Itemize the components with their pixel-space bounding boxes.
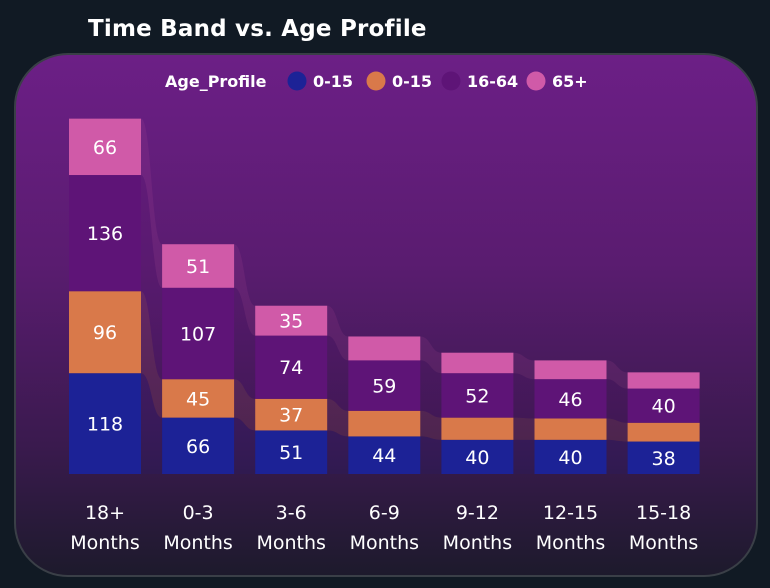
x-tick-label: 15-18 Months <box>629 502 698 554</box>
bar-segment <box>534 360 607 380</box>
bar-segment <box>162 379 235 418</box>
ribbon <box>234 379 256 431</box>
x-tick-label: 3-6 Months <box>256 502 325 554</box>
legend-label: 16-64 <box>467 72 518 91</box>
ribbon <box>234 287 256 399</box>
data-label: 118 <box>87 414 123 436</box>
ribbon <box>141 175 163 380</box>
x-tick-label: 9-12 Months <box>443 502 512 554</box>
bar-segment <box>441 417 514 440</box>
ribbon <box>420 410 442 440</box>
legend-swatch <box>441 71 461 91</box>
data-label: 96 <box>93 322 117 344</box>
ribbon <box>420 336 442 374</box>
x-axis-labels: 18+ Months 0-3 Months 3-6 Months 6-9 Months 9-12… <box>70 502 698 554</box>
ribbon <box>606 439 628 474</box>
bar-segment <box>348 336 421 361</box>
data-label: 66 <box>93 137 117 159</box>
data-label: 59 <box>372 376 396 398</box>
ribbon <box>141 373 163 474</box>
chart-title: Time Band vs. Age Profile <box>88 16 427 42</box>
bar-segment <box>162 244 235 288</box>
data-label: 46 <box>558 389 582 411</box>
ribbon <box>327 335 349 411</box>
bar-segment <box>627 388 700 423</box>
legend-swatch <box>366 71 386 91</box>
bar-segment <box>162 287 235 380</box>
legend-label: 0-15 <box>392 72 432 91</box>
bar-segment <box>627 422 700 442</box>
legend: Age_Profile 0-15 0-15 16-64 65+ <box>165 71 588 91</box>
data-label: 35 <box>279 311 303 333</box>
bars <box>69 118 700 474</box>
bar-segment <box>69 118 141 176</box>
bar-segment <box>255 305 328 336</box>
bar-segment <box>627 441 700 474</box>
legend-label: 65+ <box>552 72 588 91</box>
x-tick-label: 12-15 Months <box>536 502 605 554</box>
bar-segment <box>69 175 141 292</box>
bar-segment <box>69 373 141 474</box>
bar-segment <box>255 430 328 474</box>
bar-segment <box>534 379 607 419</box>
data-label: 45 <box>186 388 210 410</box>
data-label: 40 <box>465 447 489 469</box>
bar-segment <box>348 436 421 474</box>
ribbon <box>234 417 256 474</box>
bar-segment <box>441 352 514 374</box>
ribbon <box>606 418 628 442</box>
data-label: 44 <box>372 445 396 467</box>
ribbon <box>141 118 163 288</box>
ribbon <box>327 430 349 474</box>
ribbon <box>513 352 535 380</box>
segment-labels: 118 96 136 66 66 45 107 51 51 37 74 35 44 59 40 52 40 46 3… <box>87 137 676 470</box>
legend-swatch <box>287 71 307 91</box>
bar-segment <box>69 291 141 374</box>
bar-segment <box>441 439 514 474</box>
bar-segment <box>255 398 328 431</box>
data-label: 40 <box>558 447 582 469</box>
ribbon <box>327 305 349 361</box>
ribbon <box>420 360 442 418</box>
bar-segment <box>534 439 607 474</box>
bar-segment <box>255 335 328 399</box>
bar-segment <box>162 417 235 474</box>
data-label: 37 <box>279 405 303 427</box>
ribbon <box>420 436 442 474</box>
ribbon <box>513 439 535 474</box>
bar-segment <box>348 410 421 437</box>
data-label: 74 <box>279 357 303 379</box>
ribbon <box>141 291 163 418</box>
x-tick-label: 6-9 Months <box>350 502 419 554</box>
data-label: 38 <box>652 448 676 470</box>
legend-label: 0-15 <box>313 72 353 91</box>
data-label: 136 <box>87 223 123 245</box>
ribbon <box>327 398 349 437</box>
ribbon <box>606 379 628 423</box>
legend-swatch <box>526 71 546 91</box>
data-label: 40 <box>652 396 676 418</box>
ribbon <box>513 373 535 419</box>
bar-segment <box>627 372 700 389</box>
bar-segment <box>348 360 421 411</box>
x-tick-label: 0-3 Months <box>163 502 232 554</box>
data-label: 51 <box>186 256 210 278</box>
legend-title: Age_Profile <box>165 72 267 91</box>
data-label: 66 <box>186 436 210 458</box>
ribbon <box>234 244 256 336</box>
data-label: 51 <box>279 442 303 464</box>
ribbon <box>513 417 535 440</box>
x-tick-label: 18+ Months <box>70 502 139 554</box>
bar-segment <box>441 373 514 418</box>
data-label: 52 <box>465 385 489 407</box>
bar-segment <box>534 418 607 440</box>
ribbons <box>141 118 628 474</box>
ribbon <box>606 360 628 389</box>
data-label: 107 <box>180 323 216 345</box>
